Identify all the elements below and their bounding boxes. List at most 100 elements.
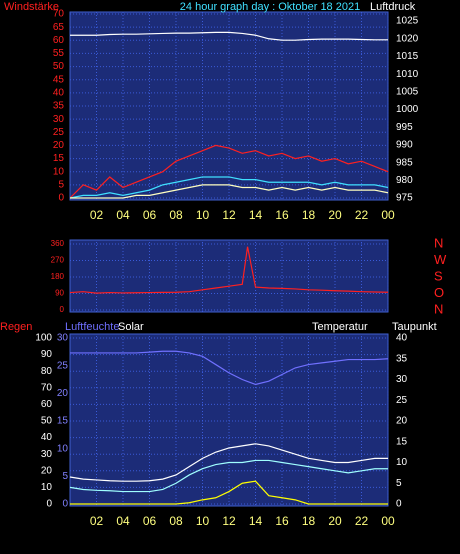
y2-tick-label: 1025 bbox=[396, 16, 419, 27]
y2-tick-label: 15 bbox=[396, 436, 408, 447]
y2-tick-label: 1010 bbox=[396, 69, 419, 80]
y2-tick-label: 1015 bbox=[396, 51, 419, 62]
series-line bbox=[69, 144, 389, 199]
x-tick-label: 06 bbox=[143, 208, 157, 222]
y2-tick-label: W bbox=[434, 252, 447, 267]
x-tick-label: 14 bbox=[249, 208, 263, 222]
x-tick-label: 04 bbox=[116, 208, 130, 222]
chart-title: 24 hour graph day : Oktober 18 2021 bbox=[180, 1, 360, 13]
y2-tick-label: 40 bbox=[396, 333, 408, 344]
y-tick-label: 30 bbox=[53, 114, 65, 125]
legend-label: Luftfeuchte bbox=[65, 321, 119, 333]
y2-tick-label: N bbox=[434, 235, 443, 250]
y2-tick-label: 10 bbox=[396, 457, 408, 468]
y-tick-label: 55 bbox=[53, 48, 65, 59]
y2-tick-label: O bbox=[434, 285, 444, 300]
y-tick-label: 20 bbox=[41, 465, 53, 476]
series-line bbox=[70, 350, 389, 386]
y-tick-label: 10 bbox=[41, 482, 53, 493]
y-tick-label: 180 bbox=[51, 272, 65, 281]
y-tick-label: 270 bbox=[51, 256, 65, 265]
y2-tick-label: 25 bbox=[396, 395, 408, 406]
x-tick-label: 16 bbox=[275, 514, 289, 528]
y-axis-label: Windstärke bbox=[4, 1, 59, 13]
y3-tick-label: 5 bbox=[62, 471, 68, 482]
x-tick-label: 10 bbox=[196, 208, 210, 222]
y-tick-label: 70 bbox=[53, 9, 65, 20]
y2-tick-label: N bbox=[434, 301, 443, 316]
y-tick-label: 0 bbox=[60, 305, 65, 314]
y2-tick-label: 20 bbox=[396, 416, 408, 427]
y-tick-label: 60 bbox=[53, 35, 65, 46]
x-tick-label: 02 bbox=[90, 514, 104, 528]
series-line bbox=[70, 184, 389, 199]
x-tick-label: 08 bbox=[169, 514, 183, 528]
x-tick-label: 18 bbox=[302, 208, 316, 222]
y-tick-label: 90 bbox=[55, 289, 64, 298]
x-tick-label: 22 bbox=[355, 514, 369, 528]
y2-tick-label: 30 bbox=[396, 374, 408, 385]
series-line bbox=[69, 459, 388, 493]
y3-tick-label: 0 bbox=[62, 499, 68, 510]
y-tick-label: 5 bbox=[58, 179, 64, 190]
y-tick-label: 30 bbox=[41, 449, 53, 460]
y3-tick-label: 10 bbox=[57, 443, 69, 454]
y2-tick-label: 985 bbox=[396, 157, 413, 168]
x-tick-label: 14 bbox=[249, 514, 263, 528]
y2-tick-label: 1000 bbox=[396, 104, 419, 115]
x-tick-label: 06 bbox=[143, 514, 157, 528]
y3-tick-label: 30 bbox=[57, 333, 69, 344]
y-tick-label: 0 bbox=[46, 499, 52, 510]
y-tick-label: 100 bbox=[35, 333, 52, 344]
y-tick-label: 90 bbox=[41, 349, 53, 360]
x-tick-label: 12 bbox=[222, 208, 236, 222]
x-tick-label: 00 bbox=[381, 208, 395, 222]
y-tick-label: 60 bbox=[41, 399, 53, 410]
y2-tick-label: S bbox=[434, 268, 443, 283]
y-tick-label: 35 bbox=[53, 101, 65, 112]
series-line bbox=[70, 480, 388, 505]
y2-tick-label: 35 bbox=[396, 353, 408, 364]
y2-tick-label: 995 bbox=[396, 122, 413, 133]
x-tick-label: 20 bbox=[328, 208, 342, 222]
series-line bbox=[69, 176, 389, 199]
x-tick-label: 08 bbox=[169, 208, 183, 222]
y-tick-label: 80 bbox=[41, 366, 53, 377]
x-tick-label: 10 bbox=[196, 514, 210, 528]
series-line bbox=[69, 443, 388, 482]
x-tick-label: 20 bbox=[328, 514, 342, 528]
y-tick-label: 65 bbox=[53, 22, 65, 33]
y2-tick-label: 5 bbox=[396, 478, 402, 489]
y2-tick-label: 980 bbox=[396, 175, 413, 186]
y3-tick-label: 20 bbox=[57, 388, 69, 399]
y-tick-label: 360 bbox=[51, 239, 65, 248]
y-tick-label: 15 bbox=[53, 153, 65, 164]
legend-label: Temperatur bbox=[312, 321, 368, 333]
y2-tick-label: 1005 bbox=[396, 86, 419, 97]
y-tick-label: 0 bbox=[58, 193, 64, 204]
series-line bbox=[69, 246, 389, 294]
y-tick-label: 70 bbox=[41, 382, 53, 393]
y-tick-label: 40 bbox=[53, 87, 65, 98]
y-tick-label: 10 bbox=[53, 166, 65, 177]
series-line bbox=[70, 31, 388, 41]
legend-label: Solar bbox=[118, 321, 144, 333]
y-tick-label: 40 bbox=[41, 432, 53, 443]
y-tick-label: 50 bbox=[53, 61, 65, 72]
y2-axis-label: Luftdruck bbox=[370, 1, 416, 13]
x-tick-label: 16 bbox=[275, 208, 289, 222]
y2-tick-label: 1020 bbox=[396, 33, 419, 44]
x-tick-label: 22 bbox=[355, 208, 369, 222]
x-tick-label: 02 bbox=[90, 208, 104, 222]
y2-tick-label: 0 bbox=[396, 499, 402, 510]
x-tick-label: 18 bbox=[302, 514, 316, 528]
y3-tick-label: 15 bbox=[57, 416, 69, 427]
x-tick-label: 12 bbox=[222, 514, 236, 528]
y-tick-label: 20 bbox=[53, 140, 65, 151]
x-tick-label: 04 bbox=[116, 514, 130, 528]
y-tick-label: 45 bbox=[53, 74, 65, 85]
y-tick-label: 25 bbox=[53, 127, 65, 138]
y2-tick-label: 990 bbox=[396, 140, 413, 151]
